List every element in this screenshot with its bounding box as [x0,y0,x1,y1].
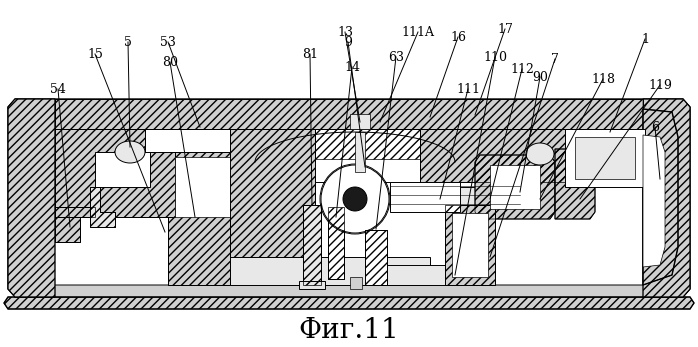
Polygon shape [643,109,678,285]
Text: 6: 6 [651,120,659,134]
Text: 15: 15 [87,48,103,60]
Text: 53: 53 [160,35,176,49]
Polygon shape [55,217,80,242]
Text: 17: 17 [497,23,513,35]
Text: 14: 14 [344,60,360,74]
Bar [445,205,495,285]
Polygon shape [643,135,665,267]
Bar [365,230,387,285]
Polygon shape [19,109,678,285]
Bar [303,205,321,285]
Polygon shape [90,187,115,227]
Text: Фиг.11: Фиг.11 [299,318,399,345]
Bar [365,230,387,285]
Bar [390,187,520,207]
Bar [350,114,370,129]
Polygon shape [230,129,315,257]
Bar [490,165,540,209]
Bar [230,257,430,285]
Text: 63: 63 [388,51,404,64]
Bar [385,265,455,285]
Bar [350,277,362,289]
Bar [452,213,488,277]
Ellipse shape [115,141,145,163]
Bar [55,99,643,129]
Polygon shape [565,129,645,187]
Bar [55,99,643,129]
Circle shape [321,165,389,233]
Polygon shape [643,99,690,297]
Bar [175,157,230,217]
Polygon shape [8,99,55,297]
Bar [303,205,321,285]
Text: 110: 110 [483,51,507,64]
Polygon shape [555,149,595,219]
Text: 80: 80 [162,56,178,68]
Polygon shape [475,155,555,219]
Bar [95,152,150,187]
Bar [445,205,495,285]
Text: 119: 119 [648,78,672,92]
Text: 118: 118 [591,73,615,85]
Polygon shape [575,137,635,179]
Text: 111: 111 [456,83,480,95]
Bar [299,281,325,289]
Text: 5: 5 [124,35,132,49]
Text: 16: 16 [450,31,466,43]
Polygon shape [420,129,645,182]
Bar [328,207,344,279]
Text: 13: 13 [337,25,353,39]
Text: 112: 112 [510,62,534,76]
Polygon shape [55,207,95,217]
Text: 111A: 111A [401,25,434,39]
Circle shape [343,187,367,211]
Text: 7: 7 [551,52,559,66]
Ellipse shape [526,143,554,165]
Polygon shape [390,182,460,212]
Text: 81: 81 [302,48,318,60]
Text: 54: 54 [50,83,66,95]
Polygon shape [4,297,694,309]
Text: 9: 9 [344,35,352,49]
Polygon shape [55,129,175,217]
Text: 90: 90 [532,70,548,84]
Bar [328,207,344,279]
Bar [315,129,420,159]
Polygon shape [8,99,690,297]
Polygon shape [168,152,230,285]
Text: 1: 1 [641,33,649,45]
Polygon shape [315,129,420,182]
Bar [355,132,365,172]
